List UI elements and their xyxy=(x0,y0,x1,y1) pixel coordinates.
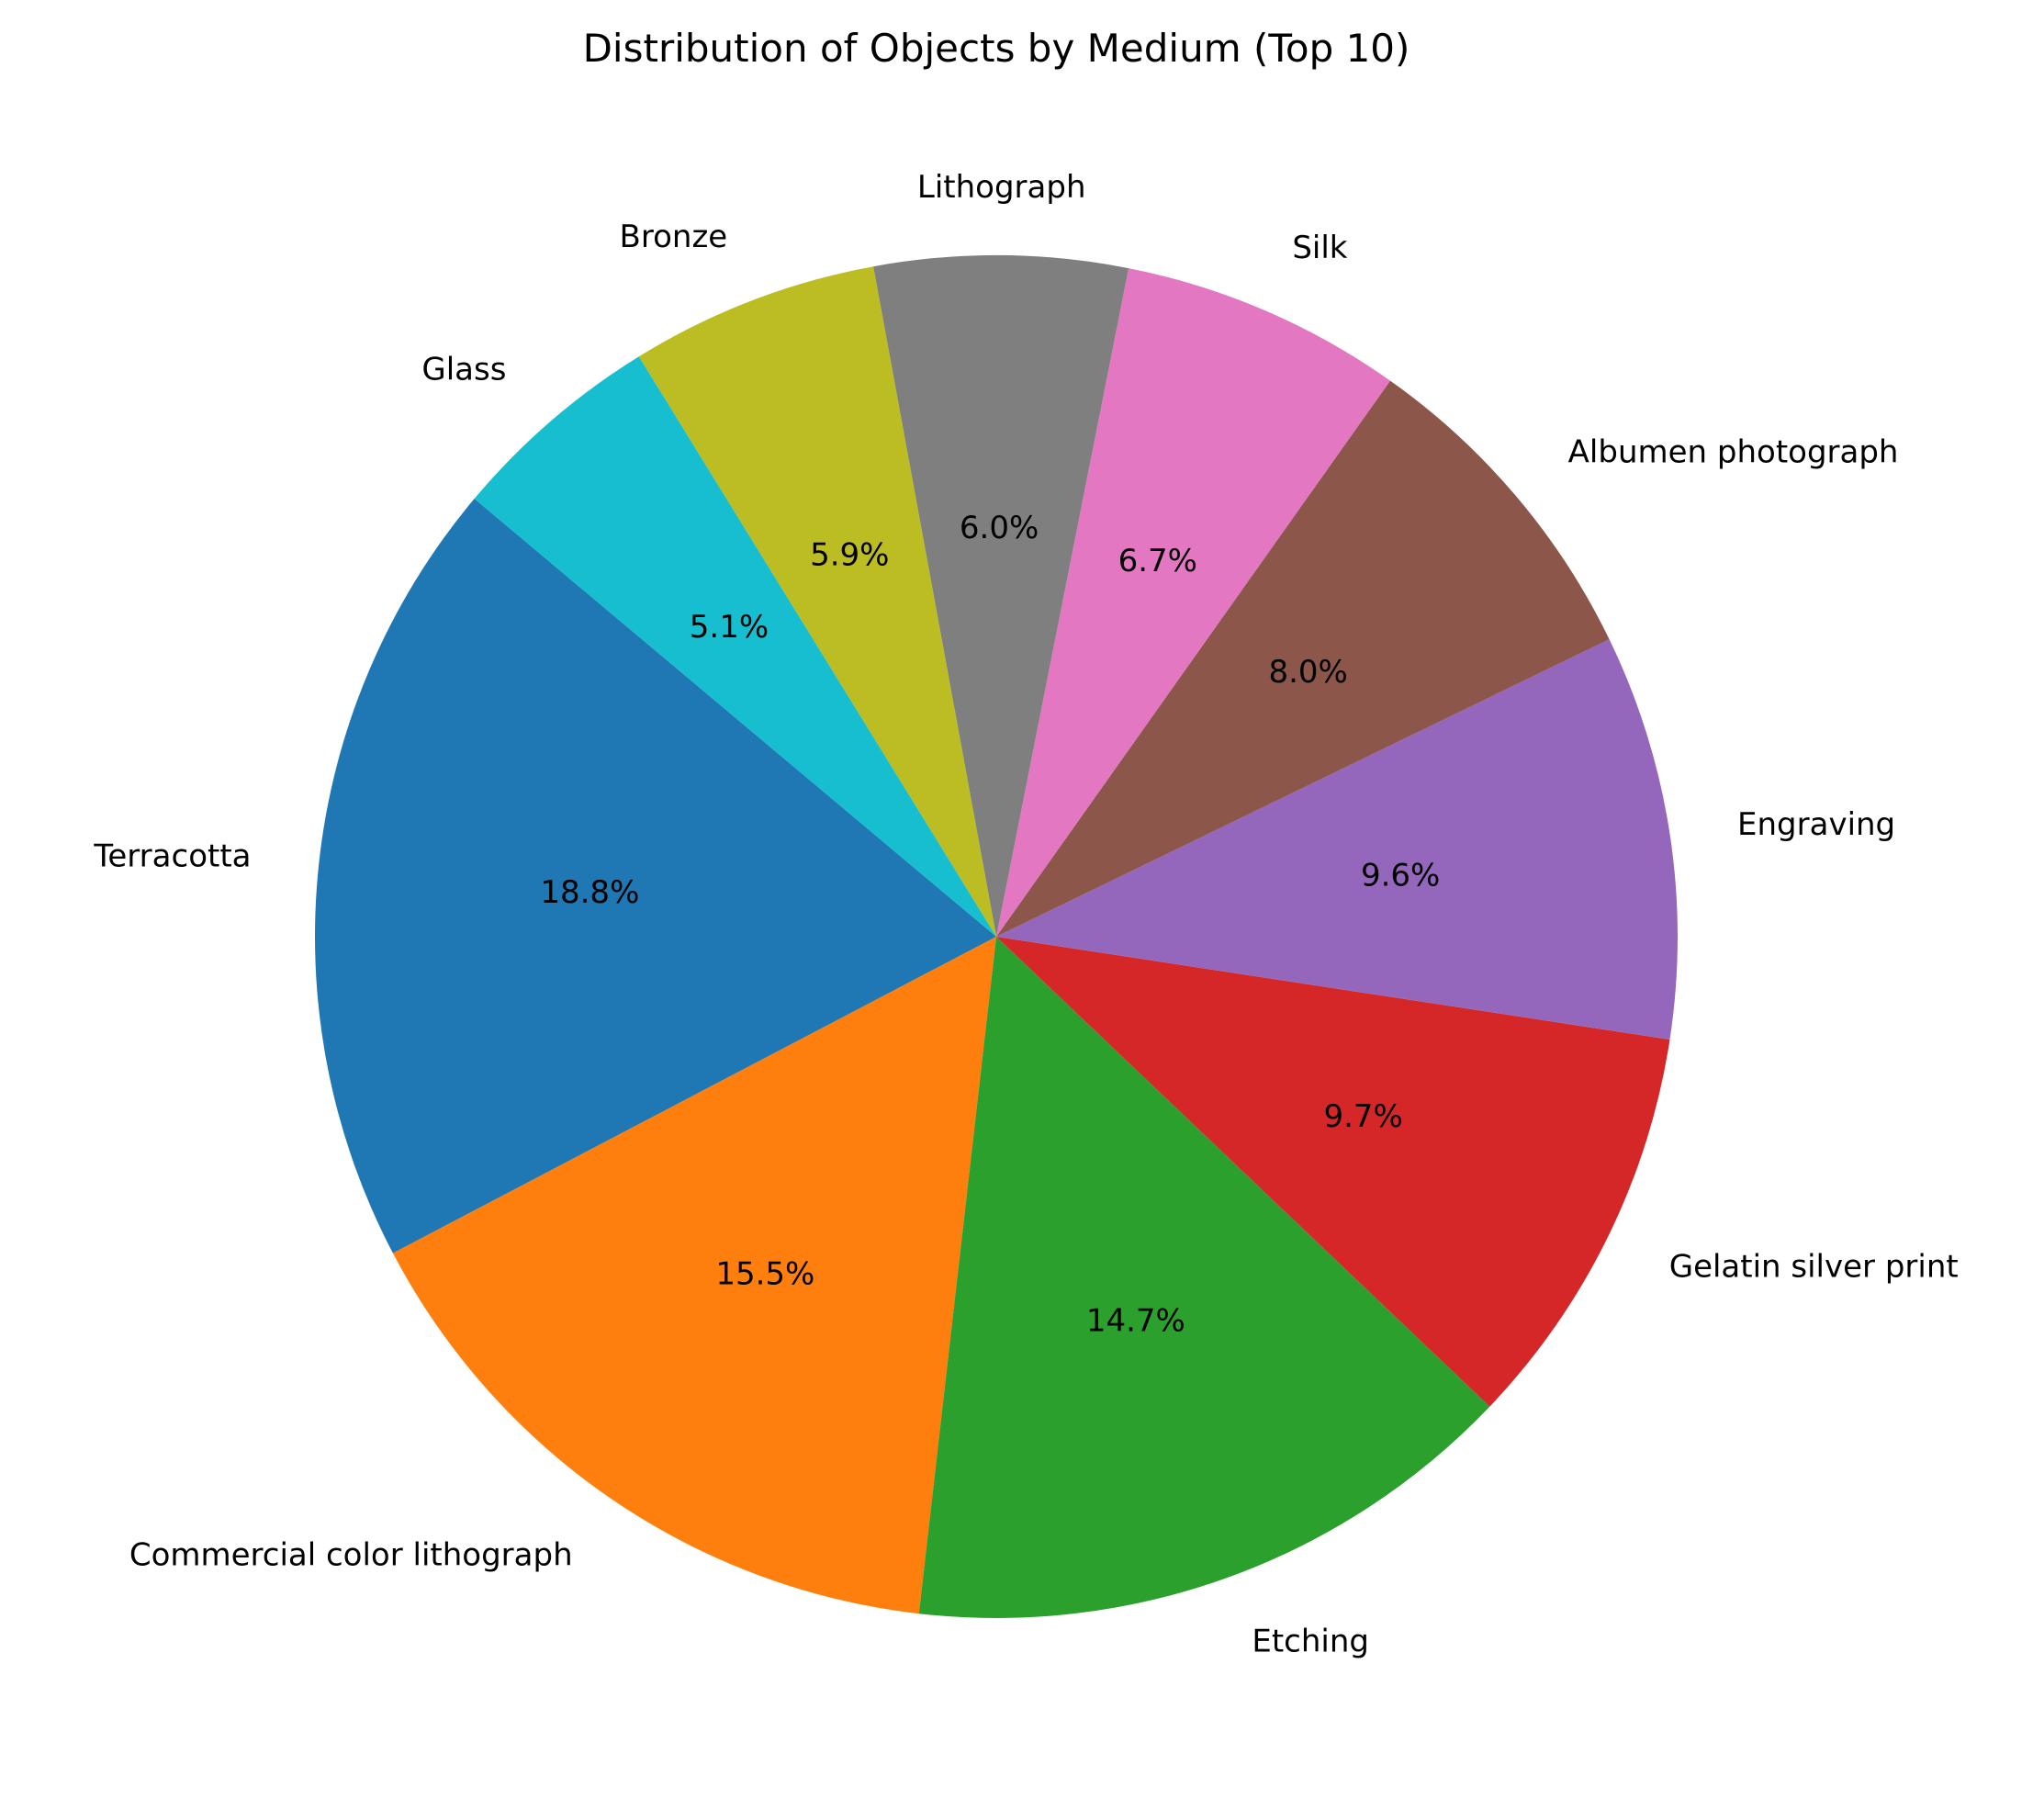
pie-slice-engraving xyxy=(996,639,1678,1040)
percent-label-glass: 5.1% xyxy=(690,609,769,646)
percent-label-albumen-photograph: 8.0% xyxy=(1268,654,1347,691)
slice-label-bronze: Bronze xyxy=(620,219,728,255)
slice-label-lithograph: Lithograph xyxy=(917,169,1086,206)
slice-label-albumen-photograph: Albumen photograph xyxy=(1568,433,1899,470)
percent-label-bronze: 5.9% xyxy=(810,536,889,573)
slice-label-glass: Glass xyxy=(421,351,506,388)
slice-label-commercial-color-lithograph: Commercial color lithograph xyxy=(129,1536,573,1573)
percent-label-commercial-color-lithograph: 15.5% xyxy=(715,1255,814,1292)
pie-slices xyxy=(315,254,1678,1618)
percent-label-silk: 6.7% xyxy=(1118,543,1197,579)
chart-title: Distribution of Objects by Medium (Top 1… xyxy=(583,26,1410,71)
pie-slice-glass xyxy=(474,356,996,937)
percent-label-lithograph: 6.0% xyxy=(960,510,1039,546)
percent-label-etching: 14.7% xyxy=(1086,1303,1185,1340)
percent-label-gelatin-silver-print: 9.7% xyxy=(1323,1098,1402,1135)
percent-labels: 18.8% 15.5% 14.7% 9.7% 9.6% 8.0% 6.7% 6.0% 5.9% 5… xyxy=(540,510,1440,1340)
slice-labels: Terracotta Commercial color lithograph Etc… xyxy=(93,169,1958,1659)
slice-label-etching: Etching xyxy=(1252,1623,1369,1659)
slice-label-gelatin-silver-print: Gelatin silver print xyxy=(1669,1249,1959,1286)
pie-slice-bronze xyxy=(638,266,996,937)
pie-slice-albumen-photograph xyxy=(996,380,1610,938)
pie-slice-commercial-color-lithograph xyxy=(392,937,996,1614)
pie-slice-terracotta xyxy=(315,499,996,1254)
pie-slice-lithograph xyxy=(873,254,1129,937)
pie-slice-gelatin-silver-print xyxy=(996,937,1670,1407)
slice-label-engraving: Engraving xyxy=(1737,806,1895,843)
percent-label-terracotta: 18.8% xyxy=(540,874,639,911)
slice-label-silk: Silk xyxy=(1292,230,1347,266)
percent-label-engraving: 9.6% xyxy=(1361,857,1440,894)
slice-label-terracotta: Terracotta xyxy=(93,838,251,874)
pie-slice-etching xyxy=(918,937,1490,1618)
pie-slice-silk xyxy=(996,268,1390,937)
